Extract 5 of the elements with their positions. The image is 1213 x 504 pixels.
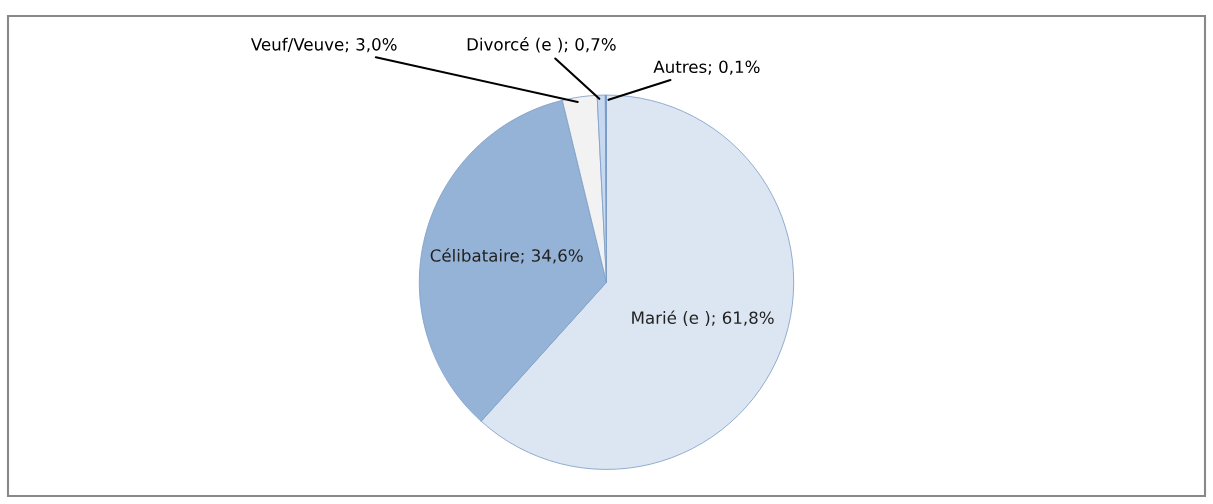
slice-label: Veuf/Veuve; 3,0% <box>250 37 397 53</box>
slice-label: Marié (e ); 61,8% <box>632 310 774 326</box>
slice-label: Divorcé (e ); 0,7% <box>467 37 616 53</box>
slice-label: Célibataire; 34,6% <box>430 248 583 264</box>
slice-label: Autres; 0,1% <box>653 60 760 75</box>
